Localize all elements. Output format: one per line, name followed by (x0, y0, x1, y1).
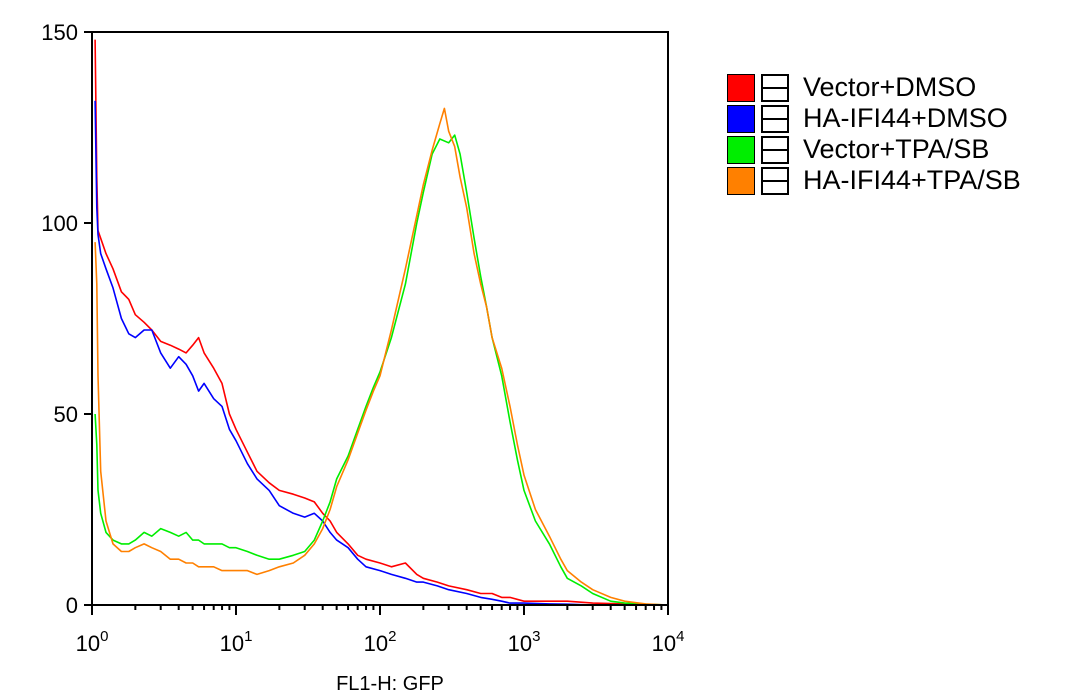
legend: Vector+DMSO HA-IFI44+DMSO Vector+TPA/SB … (727, 72, 1021, 196)
series-line-2 (94, 134, 669, 606)
legend-swatch-ha-ifi44-dmso (727, 104, 755, 133)
legend-label: HA-IFI44+TPA/SB (803, 165, 1021, 195)
histogram-gate-icon (761, 135, 789, 164)
y-tick-label: 150 (41, 20, 78, 45)
x-tick-label: 102 (364, 628, 397, 656)
legend-item-vector-tpa-sb[interactable]: Vector+TPA/SB (727, 134, 1021, 165)
legend-swatch-vector-dmso (727, 73, 755, 102)
legend-item-vector-dmso[interactable]: Vector+DMSO (727, 72, 1021, 103)
legend-swatch-vector-tpa-sb (727, 135, 755, 164)
legend-item-ha-ifi44-tpa-sb[interactable]: HA-IFI44+TPA/SB (727, 165, 1021, 196)
histogram-gate-icon (761, 73, 789, 102)
legend-label: Vector+TPA/SB (803, 134, 990, 164)
plot-frame (91, 31, 669, 606)
x-tick-label: 103 (508, 628, 541, 656)
series-line-1 (94, 100, 668, 606)
legend-label: HA-IFI44+DMSO (803, 103, 1008, 133)
x-tick-label: 104 (652, 628, 685, 656)
x-tick-label: 100 (76, 628, 109, 656)
x-tick-label: 101 (220, 628, 253, 656)
y-tick-label: 50 (54, 402, 78, 427)
legend-item-ha-ifi44-dmso[interactable]: HA-IFI44+DMSO (727, 103, 1021, 134)
y-tick-label: 100 (41, 211, 78, 236)
x-axis-title: FL1-H: GFP (336, 673, 444, 695)
y-tick-label: 0 (66, 593, 78, 618)
legend-swatch-ha-ifi44-tpa-sb (727, 166, 755, 195)
histogram-gate-icon (761, 166, 789, 195)
series-line-3 (94, 107, 669, 606)
series-line-0 (94, 39, 669, 606)
series-lines (94, 39, 669, 606)
histogram-gate-icon (761, 104, 789, 133)
legend-label: Vector+DMSO (803, 72, 977, 102)
axes: 0 50 100 150 100 101 102 103 104 (41, 20, 684, 656)
